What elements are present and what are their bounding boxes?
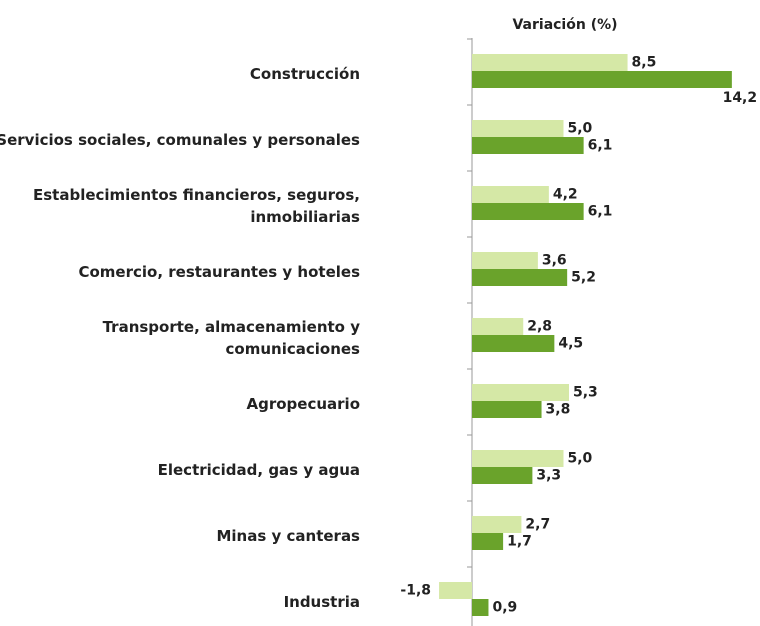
data-label: 5,0 — [568, 121, 593, 137]
category-label: Transporte, almacenamiento y comunicacio… — [102, 318, 360, 358]
category-label: Minas y canteras — [216, 527, 360, 545]
bar — [472, 252, 538, 269]
data-label: 6,1 — [588, 138, 613, 154]
bar — [439, 582, 472, 599]
data-label: 5,0 — [568, 451, 593, 467]
bar — [472, 401, 542, 418]
bar — [472, 269, 568, 286]
data-label: 3,3 — [536, 468, 561, 484]
data-label: 1,7 — [507, 534, 532, 550]
bar — [472, 599, 489, 616]
bar — [472, 516, 522, 533]
bar — [472, 533, 504, 550]
data-label: 4,2 — [553, 187, 578, 203]
bar — [472, 450, 564, 467]
data-label: -1,8 — [400, 583, 431, 599]
data-label: 2,8 — [527, 319, 552, 335]
bar — [472, 186, 549, 203]
bar — [472, 120, 564, 137]
bar — [472, 384, 569, 401]
data-label: 5,2 — [571, 270, 596, 286]
category-label: Electricidad, gas y agua — [157, 461, 360, 479]
bar — [472, 203, 584, 220]
bar — [472, 54, 628, 71]
data-label: 8,5 — [632, 55, 657, 71]
data-label: 6,1 — [588, 204, 613, 220]
data-label: 0,9 — [492, 600, 517, 616]
data-label: 3,6 — [542, 253, 567, 269]
data-label: 3,8 — [546, 402, 571, 418]
data-label: 5,3 — [573, 385, 598, 401]
bar — [472, 335, 555, 352]
bar — [472, 71, 732, 88]
bar — [472, 318, 524, 335]
bar — [472, 467, 533, 484]
category-label: Agropecuario — [246, 395, 361, 413]
category-label: Industria — [283, 593, 360, 611]
data-label: 4,5 — [558, 336, 583, 352]
data-label: 2,7 — [525, 517, 550, 533]
category-label: Servicios sociales, comunales y personal… — [0, 131, 360, 149]
data-label: 14,2 — [723, 90, 758, 106]
category-label: Comercio, restaurantes y hoteles — [78, 263, 360, 281]
chart-title: Variación (%) — [512, 17, 617, 33]
category-label: Establecimientos financieros, seguros, i… — [32, 186, 360, 226]
category-label: Construcción — [249, 65, 360, 83]
bar — [472, 137, 584, 154]
